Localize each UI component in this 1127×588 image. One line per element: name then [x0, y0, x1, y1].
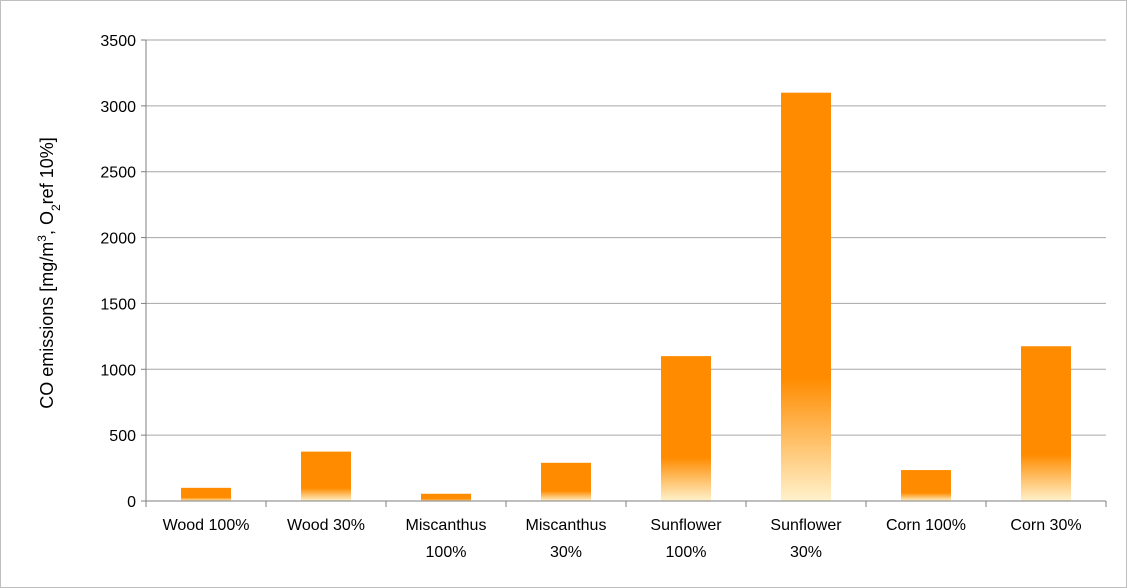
bars — [181, 92, 1071, 501]
x-tick-label: Miscanthus 30% — [526, 517, 607, 561]
bar — [421, 493, 471, 501]
bar — [781, 92, 831, 501]
bar — [181, 487, 231, 501]
x-tick-label: Wood 100% — [163, 517, 250, 534]
y-tick-label: 500 — [109, 428, 136, 445]
y-tick-label: 2000 — [100, 231, 136, 248]
bar — [661, 356, 711, 501]
bar — [541, 462, 591, 501]
x-tick-label: Sunflower 30% — [770, 517, 842, 561]
y-tick-label: 3000 — [100, 99, 136, 116]
y-tick-label: 3500 — [100, 33, 136, 50]
bar — [301, 451, 351, 501]
y-tick-label: 2500 — [100, 165, 136, 182]
y-tick-label: 1000 — [100, 362, 136, 379]
bar — [901, 470, 951, 501]
x-tick-label: Wood 30% — [287, 517, 365, 534]
x-tick-label: Corn 30% — [1010, 517, 1081, 534]
x-tick-label: Corn 100% — [886, 517, 966, 534]
axes — [141, 39, 1107, 507]
y-tick-label: 0 — [127, 494, 136, 511]
gridlines — [146, 39, 1106, 436]
x-tick-label: Miscanthus 100% — [406, 517, 487, 561]
y-tick-labels: 0 500 1000 1500 2000 2500 3000 3500 — [100, 33, 136, 511]
bar — [1021, 346, 1071, 501]
y-axis-title: CO emissions [mg/m3, O2ref 10%] — [35, 137, 63, 408]
x-tick-labels: Wood 100% Wood 30% Miscanthus 100% Miscanthu… — [163, 517, 1082, 561]
x-tick-label: Sunflower 100% — [650, 517, 722, 561]
y-tick-label: 1500 — [100, 296, 136, 313]
